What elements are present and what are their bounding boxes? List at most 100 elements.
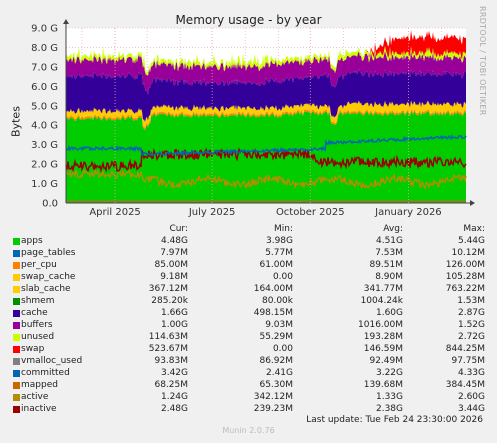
legend-avg-value: 139.68M — [363, 380, 403, 390]
legend-min-value: 5.77M — [265, 248, 293, 258]
legend-cur-value: 9.18M — [160, 272, 188, 282]
y-tick-label: 7.0 G — [31, 62, 58, 73]
legend-cur-value: 285.20k — [151, 296, 188, 306]
legend-max-value: 105.28M — [445, 272, 485, 282]
area-per-cpu — [66, 109, 466, 131]
legend-series-name: buffers — [21, 320, 53, 330]
legend-swatch — [13, 274, 20, 281]
legend-row-apps: apps 4.48G 3.98G 4.51G 5.44G — [13, 235, 493, 247]
legend-avg-value: 193.28M — [363, 332, 403, 342]
legend-row-cache: cache 1.66G 498.15M 1.60G 2.87G — [13, 307, 493, 319]
legend-max-value: 1.52G — [457, 320, 485, 330]
legend-swatch — [13, 382, 20, 389]
x-tick-label: January 2026 — [374, 207, 442, 218]
legend-header-avg: Avg: — [383, 224, 403, 234]
legend-series-name: inactive — [21, 404, 57, 414]
legend-min-value: 80.00k — [262, 296, 293, 306]
legend-cur-value: 85.00M — [154, 260, 188, 270]
munin-version: Munin 2.0.76 — [222, 426, 275, 435]
legend-min-value: 0.00 — [272, 344, 293, 354]
legend-series-name: mapped — [21, 380, 58, 390]
x-axis-arrow — [470, 200, 475, 206]
legend-row-slab-cache: slab_cache 367.12M 164.00M 341.77M 763.22M — [13, 283, 493, 295]
y-tick-label: 3.0 G — [31, 140, 58, 151]
x-tick-label: July 2025 — [188, 207, 236, 218]
legend-cur-value: 1.66G — [160, 308, 188, 318]
legend-row-page-tables: page_tables 7.97M 5.77M 7.53M 10.12M — [13, 247, 493, 259]
legend-swatch — [13, 346, 20, 353]
y-tick-label: 1.0 G — [31, 179, 58, 190]
legend-cur-value: 523.67M — [148, 344, 188, 354]
legend-min-value: 61.00M — [259, 260, 293, 270]
y-tick-label: 5.0 G — [31, 101, 58, 112]
memory-chart: 0.0 1.0 G 2.0 G 3.0 G 4.0 G 5.0 G 6.0 G 7.0 G 8.… — [31, 19, 475, 218]
y-tick-label: 6.0 G — [31, 82, 58, 93]
legend-min-value: 3.98G — [265, 236, 293, 246]
area-unused — [66, 45, 466, 76]
legend-avg-value: 2.38G — [375, 404, 403, 414]
legend-header-max: Max: — [463, 224, 485, 234]
legend-series-name: swap_cache — [21, 272, 76, 282]
legend-cur-value: 1.00G — [160, 320, 188, 330]
legend-rows: apps 4.48G 3.98G 4.51G 5.44G page_tables 7.97M… — [13, 235, 493, 415]
legend-min-value: 342.12M — [253, 392, 293, 402]
legend-avg-value: 146.59M — [363, 344, 403, 354]
legend-series-name: active — [21, 392, 49, 402]
legend-max-value: 2.72G — [457, 332, 485, 342]
legend-header-cur: Cur: — [169, 224, 188, 234]
legend-swatch — [13, 286, 20, 293]
legend-cur-value: 68.25M — [154, 380, 188, 390]
legend-series-name: unused — [21, 332, 55, 342]
legend-swatch — [13, 370, 20, 377]
legend-avg-value: 8.90M — [375, 272, 403, 282]
legend-series-name: slab_cache — [21, 284, 71, 294]
legend-cur-value: 2.48G — [160, 404, 188, 414]
legend-row-inactive: inactive 2.48G 239.23M 2.38G 3.44G — [13, 403, 493, 415]
legend-row-committed: committed 3.42G 2.41G 3.22G 4.33G — [13, 367, 493, 379]
legend-cur-value: 3.42G — [160, 368, 188, 378]
legend-row-shmem: shmem 285.20k 80.00k 1004.24k 1.53M — [13, 295, 493, 307]
legend-avg-value: 3.22G — [375, 368, 403, 378]
legend-series-name: vmalloc_used — [21, 356, 83, 366]
legend-series-name: swap — [21, 344, 45, 354]
legend-swatch — [13, 250, 20, 257]
legend-avg-value: 341.77M — [363, 284, 403, 294]
legend-max-value: 2.87G — [457, 308, 485, 318]
legend-min-value: 0.00 — [272, 272, 293, 282]
legend-max-value: 3.44G — [457, 404, 485, 414]
chart-title: Memory usage - by year — [175, 13, 322, 27]
legend-min-value: 239.23M — [253, 404, 293, 414]
legend-max-value: 4.33G — [457, 368, 485, 378]
rrdtool-watermark: RRDTOOL / TOBI OETIKER — [478, 6, 487, 116]
legend-max-value: 10.12M — [451, 248, 485, 258]
legend-cur-value: 93.83M — [154, 356, 188, 366]
area-buffers — [66, 50, 466, 95]
legend-avg-value: 7.53M — [375, 248, 403, 258]
legend-min-value: 86.92M — [259, 356, 293, 366]
legend-row-per-cpu: per_cpu 85.00M 61.00M 89.51M 126.00M — [13, 259, 493, 271]
last-update: Last update: Tue Feb 24 23:30:00 2026 — [306, 415, 483, 425]
legend-cur-value: 114.63M — [148, 332, 188, 342]
legend-min-value: 2.41G — [265, 368, 293, 378]
y-tick-label: 9.0 G — [31, 24, 58, 35]
y-tick-label: 4.0 G — [31, 121, 58, 132]
y-tick-label: 2.0 G — [31, 160, 58, 171]
legend-swatch — [13, 262, 20, 269]
legend-swatch — [13, 310, 20, 317]
legend-row-swap-cache: swap_cache 9.18M 0.00 8.90M 105.28M — [13, 271, 493, 283]
legend-avg-value: 92.49M — [369, 356, 403, 366]
x-tick-label: October 2025 — [276, 207, 345, 218]
legend-table: Cur: Min: Avg: Max: apps 4.48G 3.98G 4.51G 5… — [13, 223, 493, 415]
legend-avg-value: 1.60G — [375, 308, 403, 318]
legend-series-name: shmem — [21, 296, 55, 306]
legend-series-name: apps — [21, 236, 43, 246]
legend-swatch — [13, 238, 20, 245]
legend-max-value: 384.45M — [445, 380, 485, 390]
legend-swatch — [13, 394, 20, 401]
legend-row-active: active 1.24G 342.12M 1.33G 2.60G — [13, 391, 493, 403]
legend-row-unused: unused 114.63M 55.29M 193.28M 2.72G — [13, 331, 493, 343]
legend-min-value: 55.29M — [259, 332, 293, 342]
legend-min-value: 9.03M — [265, 320, 293, 330]
legend-avg-value: 1.33G — [375, 392, 403, 402]
legend-min-value: 65.30M — [259, 380, 293, 390]
